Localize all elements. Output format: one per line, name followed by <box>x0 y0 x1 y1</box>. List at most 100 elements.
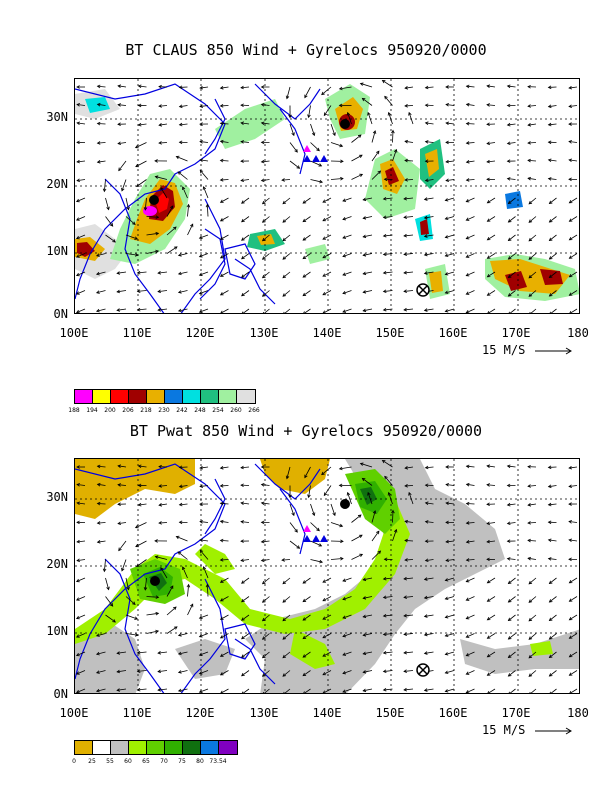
wind-vector <box>508 577 516 584</box>
wind-vector-head <box>288 494 292 499</box>
wind-vector <box>383 290 393 292</box>
wind-vector <box>182 186 188 199</box>
wind-vector <box>200 539 209 542</box>
wind-vector <box>199 253 209 258</box>
wind-vector-head <box>154 159 158 163</box>
wind-vector <box>548 178 557 180</box>
wind-vector <box>569 290 578 296</box>
wind-vector <box>282 197 291 205</box>
wind-vector <box>342 216 352 220</box>
wind-vector-head <box>136 289 141 293</box>
wind-vector-head <box>424 121 429 125</box>
wind-vector <box>507 465 516 468</box>
wind-vector <box>339 86 352 90</box>
wind-vector-head <box>240 121 245 125</box>
wind-vector <box>125 234 138 240</box>
wind-vector <box>137 271 147 274</box>
wind-vector-head <box>507 293 512 297</box>
wind-vector <box>178 633 188 636</box>
wind-vector <box>187 204 190 217</box>
wind-vector <box>487 160 496 163</box>
wind-vector-head <box>155 629 160 634</box>
wind-vector <box>487 234 496 241</box>
colorbar-swatch <box>111 741 129 754</box>
wind-vector-head <box>486 672 491 676</box>
wind-vector <box>330 123 336 136</box>
wind-vector <box>528 614 537 622</box>
wind-vector-head <box>404 139 409 144</box>
wind-vector <box>548 539 557 542</box>
wind-vector <box>138 85 147 88</box>
wind-vector-head <box>322 597 327 602</box>
wind-vector-head <box>294 149 298 153</box>
wind-vector-head <box>261 200 266 205</box>
wind-vector-head <box>359 534 363 538</box>
wind-vector <box>304 308 311 313</box>
colorbar-tick-label: 266 <box>248 407 260 414</box>
wind-vector <box>241 141 250 143</box>
wind-vector-head <box>261 673 266 677</box>
wind-vector-head <box>382 687 387 692</box>
wind-vector-head <box>177 670 182 674</box>
wind-vector-head <box>262 691 265 693</box>
wind-vector <box>302 670 311 676</box>
wind-vector <box>187 604 194 616</box>
wind-vector-head <box>568 218 573 222</box>
wind-vector-head <box>198 254 203 258</box>
x-tick-label: 150E <box>375 326 405 340</box>
panel-2-map <box>74 458 580 694</box>
wind-vector-head <box>342 198 347 202</box>
wind-vector-head <box>444 235 449 239</box>
wind-vector-head <box>486 616 491 621</box>
wind-vector <box>569 308 578 313</box>
wind-vector <box>569 539 578 542</box>
wind-vector <box>342 614 352 619</box>
colorbar-swatch <box>111 390 129 403</box>
wind-vector <box>200 485 209 487</box>
wind-vector-head <box>548 654 553 659</box>
wind-vector-head <box>75 272 80 277</box>
wind-vector <box>117 308 127 311</box>
wind-vector <box>392 130 394 143</box>
wind-vector <box>179 123 188 126</box>
wind-vector-head <box>202 186 207 190</box>
wind-vector <box>321 86 332 95</box>
wind-vector-head <box>465 102 470 107</box>
wind-vector <box>125 596 136 605</box>
colorbar-tick-label: 188 <box>68 407 80 414</box>
wind-vector-head <box>382 669 387 674</box>
wind-vector <box>508 271 516 278</box>
wind-vector-head <box>282 200 287 205</box>
wind-vector <box>466 596 475 601</box>
wind-vector <box>302 577 311 584</box>
wind-vector-head <box>381 459 386 464</box>
wind-vector <box>487 271 496 278</box>
wind-vector-head <box>173 246 178 250</box>
wind-vector-head <box>465 690 470 693</box>
wind-vector <box>487 688 496 693</box>
wind-vector-head <box>424 178 429 183</box>
wind-vector <box>425 141 434 143</box>
wind-vector <box>220 160 229 162</box>
wind-vector <box>446 559 455 562</box>
wind-vector <box>569 614 578 621</box>
wind-vector-head <box>261 599 266 603</box>
wind-vector-head <box>260 558 265 563</box>
wind-vector-head <box>261 617 266 622</box>
wind-vector-head <box>527 464 531 469</box>
wind-vector <box>466 465 475 468</box>
wind-vector-head <box>361 477 366 482</box>
wind-vector-head <box>506 177 511 181</box>
wind-vector-head <box>342 309 347 313</box>
wind-vector <box>284 688 291 693</box>
wind-vector <box>527 539 537 542</box>
wind-vector-head <box>118 167 122 172</box>
wind-vector-head <box>548 617 553 622</box>
wind-vector-head <box>486 199 491 204</box>
wind-vector-head <box>465 653 470 657</box>
wind-vector <box>282 614 291 622</box>
wind-vector-head <box>359 553 364 557</box>
wind-vector-head <box>75 254 80 258</box>
wind-vector-head <box>568 199 573 204</box>
wind-vector <box>405 140 414 143</box>
